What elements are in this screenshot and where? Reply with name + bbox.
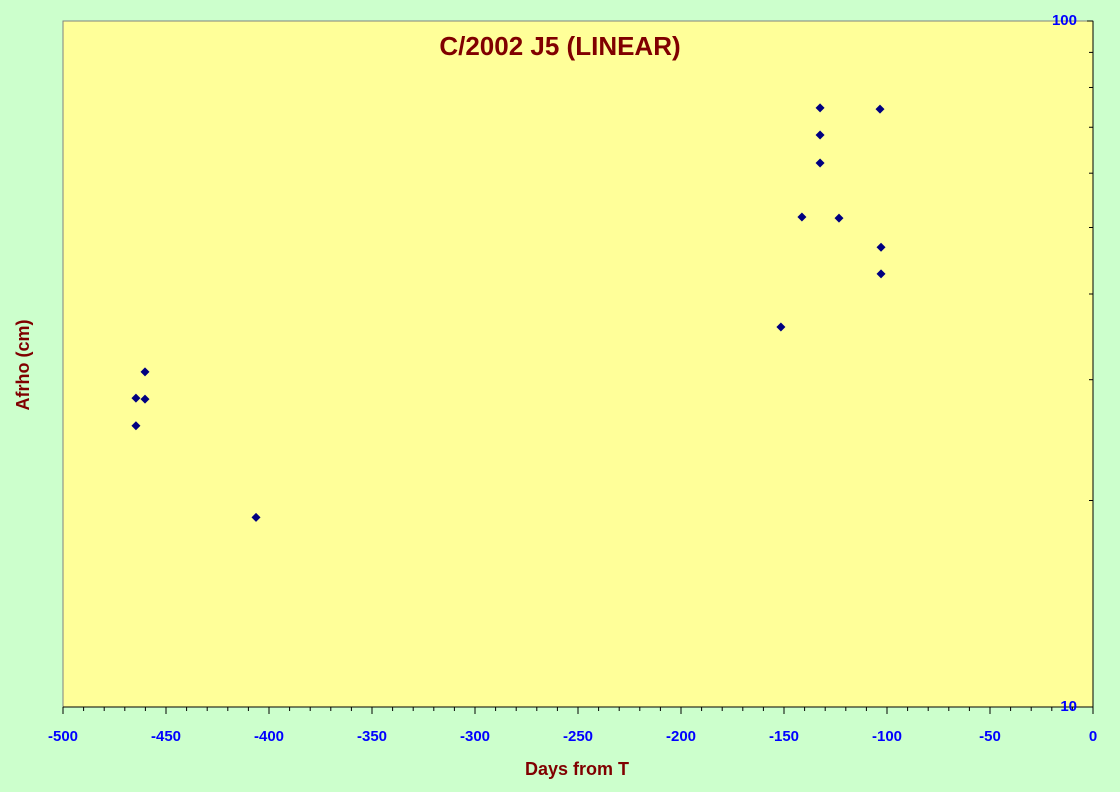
plot-area — [62, 20, 1094, 708]
x-tick-label: -250 — [563, 728, 593, 745]
x-tick-label: -400 — [254, 728, 284, 745]
x-tick-label: -300 — [460, 728, 490, 745]
x-tick-label: -200 — [666, 728, 696, 745]
data-point — [140, 367, 150, 377]
data-point — [815, 130, 825, 140]
x-tick-label: -500 — [48, 728, 78, 745]
x-tick-label: 0 — [1089, 728, 1097, 745]
data-point — [815, 158, 825, 168]
data-point — [876, 242, 886, 252]
x-tick-label: -100 — [872, 728, 902, 745]
data-point — [875, 104, 885, 114]
x-tick-label: -450 — [151, 728, 181, 745]
y-tick-label: 100 — [1052, 12, 1077, 29]
y-axis-label: Afrho (cm) — [13, 320, 33, 411]
data-point — [251, 512, 261, 522]
data-point — [140, 394, 150, 404]
data-point — [797, 212, 807, 222]
data-point — [876, 269, 886, 279]
x-tick-label: -350 — [357, 728, 387, 745]
data-point — [776, 322, 786, 332]
x-tick-label: -150 — [769, 728, 799, 745]
data-point — [131, 421, 141, 431]
x-tick-label: -50 — [979, 728, 1001, 745]
data-point — [815, 103, 825, 113]
y-tick-label: 10 — [1060, 698, 1077, 715]
chart-title: C/2002 J5 (LINEAR) — [439, 31, 680, 61]
data-point — [131, 393, 141, 403]
x-axis-label: Days from T — [525, 759, 629, 779]
data-point — [834, 213, 844, 223]
